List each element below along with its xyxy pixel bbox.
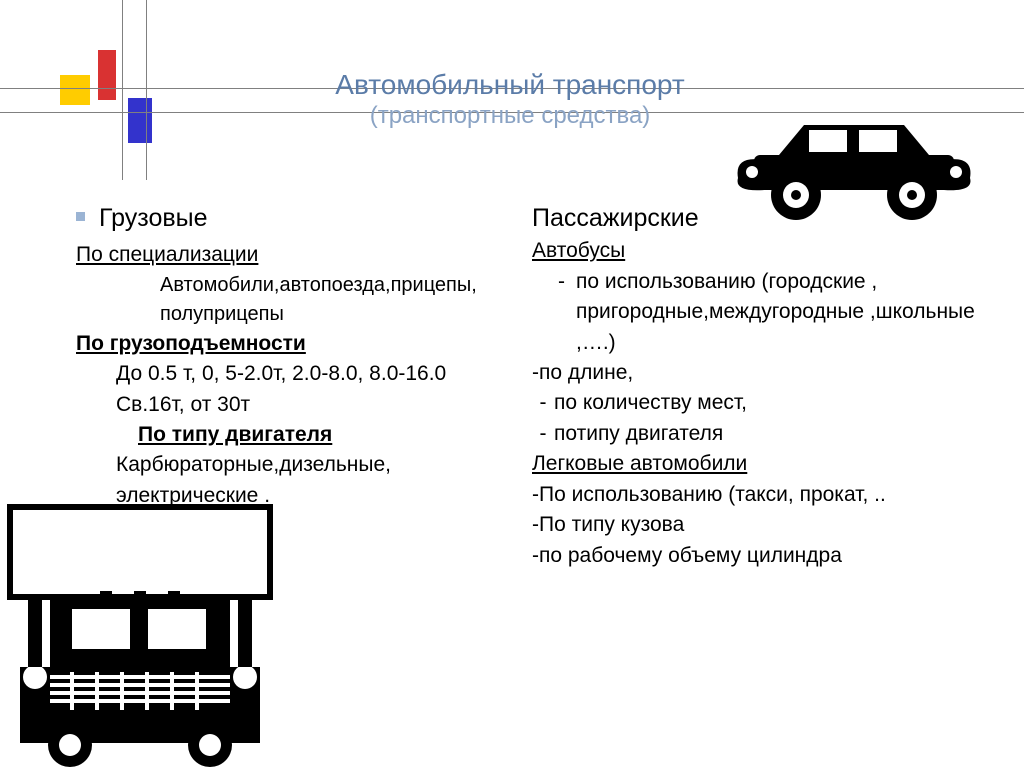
dash-icon: - bbox=[532, 419, 554, 449]
deco-line bbox=[122, 0, 123, 180]
deco-square-red bbox=[98, 50, 116, 100]
buses-seats: по количеству мест, bbox=[554, 388, 984, 418]
capacity-line: До 0.5 т, 0, 5-2.0т, 2.0-8.0, 8.0-16.0 bbox=[70, 359, 522, 389]
car-icon bbox=[724, 100, 984, 230]
cars-cylinder: -по рабочему объему цилиндра bbox=[532, 541, 984, 571]
buses-engine-row: - потипу двигателя bbox=[532, 419, 984, 449]
cars-body: -По типу кузова bbox=[532, 510, 984, 540]
slide-title: Автомобильный транспорт bbox=[200, 68, 820, 102]
buses-length: -по длине, bbox=[532, 358, 984, 388]
deco-line bbox=[146, 0, 147, 180]
engine-line: Карбюраторные,дизельные, bbox=[70, 450, 522, 480]
dash-icon: - bbox=[532, 388, 554, 418]
cars-label: Легковые автомобили bbox=[532, 449, 984, 479]
deco-square-yellow bbox=[60, 75, 90, 105]
buses-seats-row: - по количеству мест, bbox=[532, 388, 984, 418]
capacity-line: Св.16т, от 30т bbox=[70, 390, 522, 420]
bullet-icon bbox=[76, 212, 85, 221]
buses-engine: потипу двигателя bbox=[554, 419, 984, 449]
capacity-label: По грузоподъемности bbox=[70, 329, 522, 359]
cargo-heading: Грузовые bbox=[99, 200, 208, 236]
right-column: Пассажирские Автобусы - по использованию… bbox=[532, 200, 984, 571]
deco-square-blue bbox=[128, 98, 152, 143]
truck-icon bbox=[0, 497, 280, 767]
list-item: Грузовые bbox=[70, 200, 522, 236]
buses-label: Автобусы bbox=[532, 236, 984, 266]
buses-usage: - по использованию (городские , пригород… bbox=[532, 267, 984, 358]
cars-usage: -По использованию (такси, прокат, .. bbox=[532, 480, 984, 510]
spec-label: По специализации bbox=[70, 240, 522, 270]
engine-label: По типу двигателя bbox=[70, 420, 522, 450]
spec-body: Автомобили,автопоезда,прицепы, полуприце… bbox=[70, 271, 522, 329]
